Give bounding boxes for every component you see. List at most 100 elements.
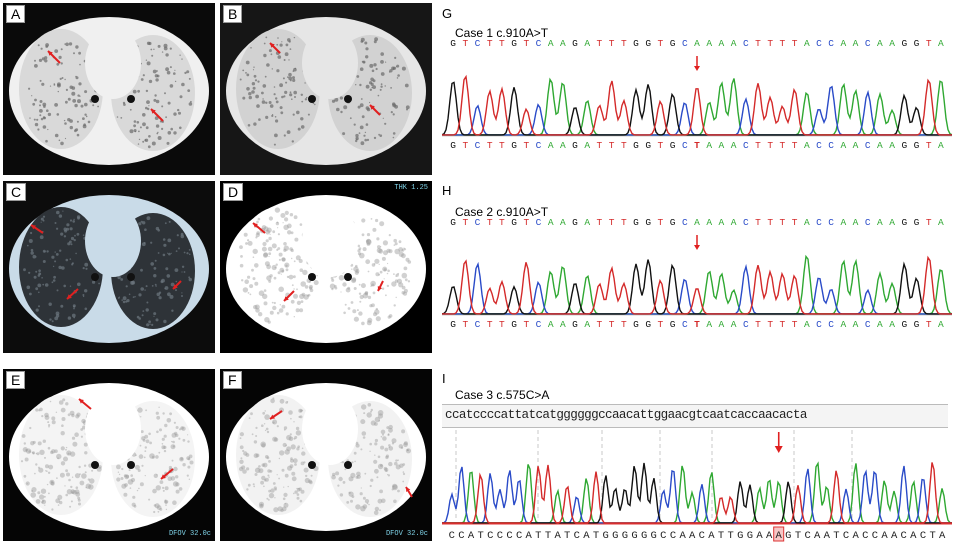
called-base: G <box>622 530 628 542</box>
reference-sequence-box: ccatccccattatcatggggggccaacattggaacgtcaa… <box>442 404 948 428</box>
trace-t <box>442 74 952 136</box>
called-base: T <box>926 319 932 330</box>
called-base: C <box>574 530 580 542</box>
called-base: G <box>747 530 753 542</box>
called-base: A <box>804 140 810 151</box>
called-base: T <box>795 530 801 542</box>
ref-base: T <box>462 217 468 228</box>
ref-base: A <box>706 38 712 49</box>
called-base: T <box>564 530 570 542</box>
ref-base: A <box>584 217 590 228</box>
called-base: C <box>660 530 666 542</box>
called-base: T <box>780 140 786 151</box>
called-base: A <box>853 319 859 330</box>
called-base: A <box>756 530 763 542</box>
called-base: A <box>560 140 566 151</box>
called-base: C <box>670 530 676 542</box>
ref-base: T <box>658 38 664 49</box>
ref-base: C <box>743 38 749 49</box>
ref-base: A <box>889 217 895 228</box>
ref-base: C <box>682 38 688 49</box>
called-base: A <box>526 530 533 542</box>
called-base: G <box>633 140 639 151</box>
ref-base: A <box>584 38 590 49</box>
called-base: T <box>780 319 786 330</box>
ref-base: G <box>914 217 920 228</box>
called-base: T <box>499 140 505 151</box>
called-base: G <box>631 530 637 542</box>
called-base: A <box>891 530 898 542</box>
title-case-3: Case 3 c.575C>A <box>455 388 550 402</box>
ref-base: G <box>901 38 907 49</box>
called-base: C <box>475 140 481 151</box>
called-base: G <box>612 530 618 542</box>
called-base: C <box>536 140 542 151</box>
ref-base: G <box>645 217 651 228</box>
called-base: A <box>706 140 712 151</box>
called-base: A <box>584 140 590 151</box>
called-base: G <box>901 319 907 330</box>
ref-base: C <box>536 217 542 228</box>
called-base: A <box>719 319 725 330</box>
ref-base: T <box>487 38 493 49</box>
called-base: T <box>597 319 603 330</box>
ct-panel-f: F DFOV 32.0c <box>220 369 432 541</box>
called-base: T <box>728 530 734 542</box>
trace-t <box>442 255 952 315</box>
called-base: C <box>862 530 868 542</box>
called-base: A <box>889 319 895 330</box>
ref-base: T <box>755 217 761 228</box>
called-base: A <box>731 319 737 330</box>
panel-label-i: I <box>442 371 446 386</box>
ref-base: C <box>536 38 542 49</box>
called-base: G <box>651 530 657 542</box>
ref-base: A <box>889 38 895 49</box>
called-base: T <box>487 140 493 151</box>
ct-panel-a: A <box>3 3 215 175</box>
ref-base: G <box>511 38 517 49</box>
ref-base: C <box>865 38 871 49</box>
panel-label-d: D <box>223 183 244 201</box>
ref-base: T <box>767 38 773 49</box>
panel-label-b: B <box>223 5 243 23</box>
called-base: C <box>475 319 481 330</box>
ref-base: T <box>780 217 786 228</box>
called-base: A <box>824 530 831 542</box>
called-base: A <box>468 530 475 542</box>
called-base: G <box>572 319 578 330</box>
reference-sequence: ccatccccattatcatggggggccaacattggaacgtcaa… <box>445 408 807 422</box>
called-base: T <box>767 319 773 330</box>
ct-panel-d: D THK 1.25 <box>220 181 432 353</box>
called-base: A <box>583 530 590 542</box>
called-base: C <box>816 140 822 151</box>
called-base: G <box>511 140 517 151</box>
called-base: C <box>682 319 688 330</box>
called-base: C <box>816 319 822 330</box>
called-base: T <box>597 140 603 151</box>
panel-label-g: G <box>442 6 453 21</box>
called-base: T <box>593 530 599 542</box>
called-base: T <box>755 140 761 151</box>
called-base: A <box>584 319 590 330</box>
called-base: A <box>877 140 883 151</box>
called-base: C <box>872 530 878 542</box>
called-base: T <box>621 140 627 151</box>
called-base: A <box>881 530 888 542</box>
ct-image-c <box>3 181 215 353</box>
ref-base: T <box>767 217 773 228</box>
ref-base: G <box>645 38 651 49</box>
called-base: T <box>462 319 468 330</box>
ref-base: T <box>523 38 529 49</box>
called-base: A <box>910 530 917 542</box>
ref-base: A <box>719 217 725 228</box>
called-base: T <box>621 319 627 330</box>
ref-base: T <box>499 217 505 228</box>
ref-base: T <box>926 217 932 228</box>
called-base: A <box>689 530 696 542</box>
ref-base: A <box>804 38 810 49</box>
called-base: T <box>792 140 798 151</box>
called-base: C <box>828 140 834 151</box>
called-base: G <box>645 140 651 151</box>
ref-base: A <box>938 217 944 228</box>
